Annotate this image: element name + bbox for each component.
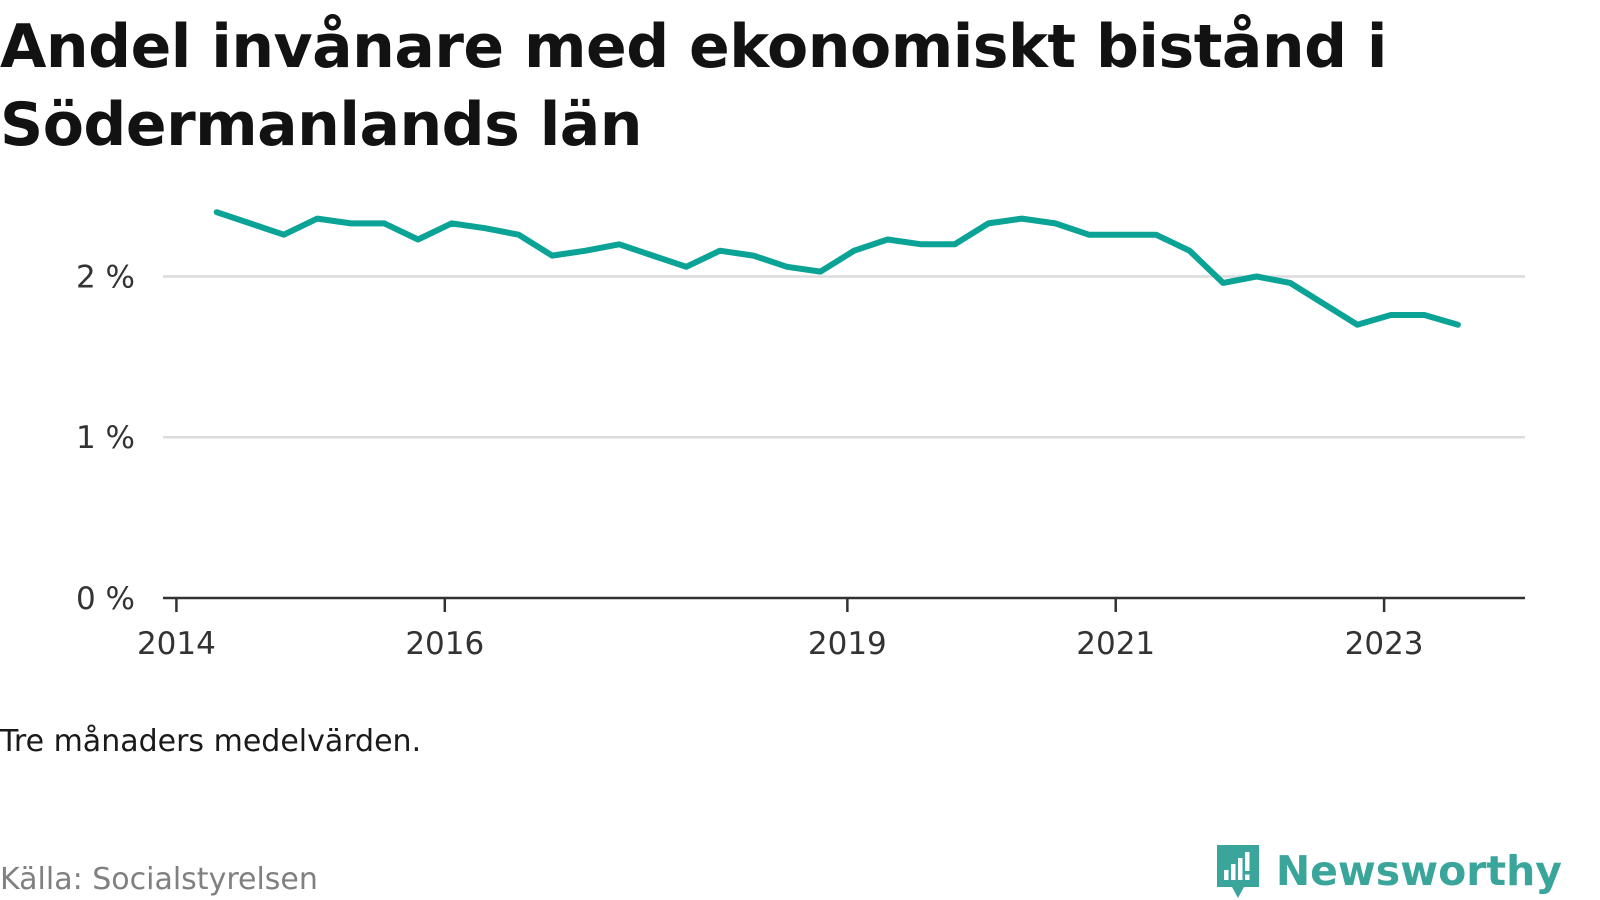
data-point xyxy=(449,220,455,226)
data-point xyxy=(549,253,555,259)
data-point xyxy=(1421,312,1427,318)
grid-lines xyxy=(163,275,1525,439)
data-point xyxy=(583,248,589,254)
data-point xyxy=(1052,220,1058,226)
data-point xyxy=(818,269,824,275)
y-tick-label: 0 % xyxy=(76,581,135,617)
data-point xyxy=(784,264,790,270)
source-text: Källa: Socialstyrelsen xyxy=(0,862,318,897)
data-point xyxy=(750,253,756,259)
data-point xyxy=(1119,232,1125,238)
data-point xyxy=(1220,280,1226,286)
data-point xyxy=(885,236,891,242)
newsworthy-logo[interactable]: Newsworthy xyxy=(1214,842,1562,900)
data-point xyxy=(851,248,857,254)
series-line xyxy=(213,209,1461,328)
data-point xyxy=(1388,312,1394,318)
data-point xyxy=(1254,273,1260,279)
data-point xyxy=(348,220,354,226)
y-tick-label: 2 % xyxy=(76,259,135,295)
newsworthy-logo-icon xyxy=(1216,845,1259,898)
data-point xyxy=(717,248,723,254)
data-point xyxy=(314,216,320,222)
data-point xyxy=(415,236,421,242)
data-point xyxy=(516,232,522,238)
chart-note: Tre månaders medelvärden. xyxy=(0,724,422,759)
line-chart: 0 % 1 % 2 % 2014 2016 2019 2021 2023 xyxy=(76,209,1525,662)
x-tick-label: 2019 xyxy=(808,626,887,662)
data-point xyxy=(482,225,488,231)
data-point xyxy=(1354,322,1360,328)
data-point xyxy=(1187,248,1193,254)
data-point xyxy=(985,220,991,226)
data-point xyxy=(1153,232,1159,238)
y-axis-ticks: 0 % 1 % 2 % xyxy=(76,259,135,617)
x-tick-label: 2023 xyxy=(1345,626,1424,662)
chart-title: Andel invånare med ekonomiskt bistånd i … xyxy=(0,12,1387,160)
data-point xyxy=(952,241,958,247)
y-tick-label: 1 % xyxy=(76,420,135,456)
data-point xyxy=(918,241,924,247)
data-point xyxy=(247,220,253,226)
data-point xyxy=(1287,280,1293,286)
data-point xyxy=(281,232,287,238)
data-point xyxy=(616,241,622,247)
x-tick-label: 2016 xyxy=(405,626,484,662)
data-point xyxy=(1321,301,1327,307)
data-point xyxy=(683,264,689,270)
x-axis: 2014 2016 2019 2021 2023 xyxy=(137,596,1525,662)
x-tick-label: 2021 xyxy=(1076,626,1155,662)
brand-name: Newsworthy xyxy=(1275,847,1562,895)
data-point xyxy=(214,209,220,215)
data-point xyxy=(1455,322,1461,328)
series-layer xyxy=(213,209,1461,328)
data-point xyxy=(381,220,387,226)
data-point xyxy=(1019,216,1025,222)
x-tick-label: 2014 xyxy=(137,626,216,662)
data-point xyxy=(1086,232,1092,238)
data-point xyxy=(650,253,656,259)
